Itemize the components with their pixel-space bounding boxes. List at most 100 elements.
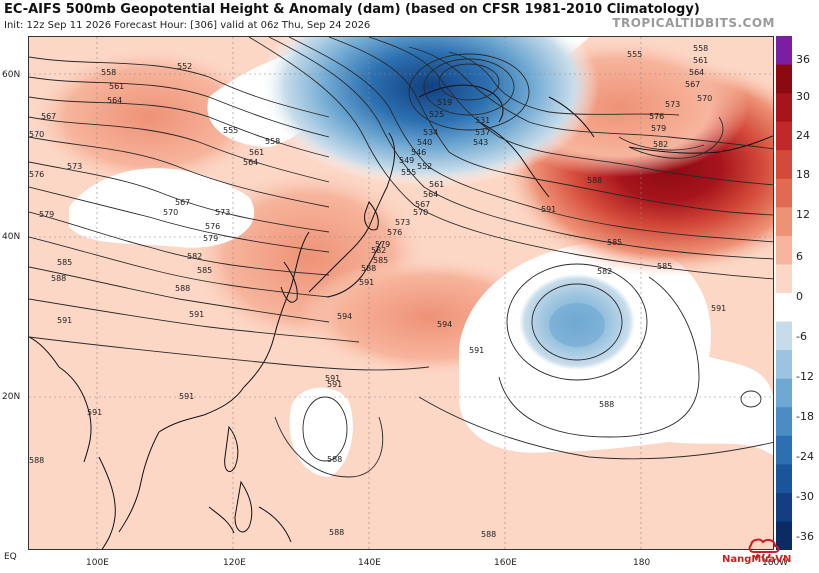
contour-label: 558 <box>101 68 116 77</box>
contour-label: 561 <box>429 180 444 189</box>
colorbar-label: 18 <box>796 168 810 181</box>
contour-label: 573 <box>67 162 82 171</box>
contour-label: 564 <box>423 190 438 199</box>
colorbar-label: -6 <box>796 330 807 343</box>
contour-label: 591 <box>325 374 340 383</box>
anomaly-map: 558 552 561 564 567 570 573 576 579 555 … <box>29 37 773 549</box>
colorbar-swatch <box>776 178 792 208</box>
colorbar-label: 6 <box>796 250 803 263</box>
contour-label: 558 <box>693 44 708 53</box>
contour-label: 525 <box>429 110 444 119</box>
contour-label: 564 <box>107 96 122 105</box>
page-title: EC-AIFS 500mb Geopotential Height & Anom… <box>4 2 700 17</box>
colorbar-swatch <box>776 293 792 323</box>
contour-label: 519 <box>437 98 452 107</box>
lon-label-100e: 100E <box>86 558 109 568</box>
anomaly-cutoff-core <box>549 303 605 347</box>
lat-label-40n: 40N <box>2 232 21 242</box>
contour-label: 537 <box>475 128 490 137</box>
colorbar-label: -30 <box>796 490 814 503</box>
contour-label: 543 <box>473 138 488 147</box>
neutral-region-china <box>69 168 255 248</box>
contour-label: 546 <box>411 148 426 157</box>
contour-label: 582 <box>371 246 386 255</box>
contour-label: 591 <box>179 392 194 401</box>
colorbar-label: 36 <box>796 53 810 66</box>
colorbar-swatch <box>776 521 792 551</box>
colorbar-swatch <box>776 350 792 380</box>
lon-label-120e: 120E <box>223 558 246 568</box>
colorbar-label: -12 <box>796 370 814 383</box>
colorbar-label: -18 <box>796 410 814 423</box>
contour-label: 579 <box>375 240 390 249</box>
contour-label: 552 <box>417 162 432 171</box>
contour-label: 552 <box>177 62 192 71</box>
contour-label: 591 <box>57 316 72 325</box>
contour-label: 579 <box>39 210 54 219</box>
colorbar-swatch <box>776 64 792 94</box>
lat-label-20n: 20N <box>2 392 21 402</box>
neutral-region-east <box>739 390 763 408</box>
contour-label: 555 <box>627 50 642 59</box>
colorbar-swatch <box>776 321 792 351</box>
contour-label: 573 <box>665 100 680 109</box>
colorbar-swatch <box>776 264 792 294</box>
contour-label: 585 <box>607 238 622 247</box>
colorbar-label: 0 <box>796 290 803 303</box>
contour-label: 558 <box>265 137 280 146</box>
contour-label: 561 <box>109 82 124 91</box>
nangmuavn-logo <box>748 538 780 559</box>
contour-label: 561 <box>249 148 264 157</box>
lat-label-60n: 60N <box>2 70 21 80</box>
contour-label: 549 <box>399 156 414 165</box>
contour-label: 594 <box>337 312 352 321</box>
contour-label: 576 <box>387 228 402 237</box>
contour-label: 588 <box>29 456 44 465</box>
contour-label: 573 <box>215 208 230 217</box>
colorbar-swatch <box>776 150 792 180</box>
colorbar-swatches <box>776 36 792 551</box>
rain-drop-icon <box>755 553 759 559</box>
contour-label: 591 <box>541 205 556 214</box>
colorbar-swatch <box>776 435 792 465</box>
colorbar-label: -36 <box>796 530 814 543</box>
contour-label: 534 <box>423 128 438 137</box>
contour-label: 591 <box>87 408 102 417</box>
colorbar-swatch <box>776 407 792 437</box>
page-subtitle: Init: 12z Sep 11 2026 Forecast Hour: [30… <box>4 20 371 31</box>
contour-label: 567 <box>175 198 190 207</box>
contour-label: 588 <box>51 274 66 283</box>
colorbar-label: 30 <box>796 90 810 103</box>
contour-label: 570 <box>697 94 712 103</box>
lon-label-160w: 160W <box>762 558 789 568</box>
contour-label: 588 <box>361 264 376 273</box>
contour-label: 582 <box>187 252 202 261</box>
height-contours <box>29 37 773 478</box>
contour-label: 540 <box>417 138 432 147</box>
colorbar-swatch <box>776 93 792 123</box>
rain-drop-icon <box>767 553 771 559</box>
contour-label: 567 <box>685 80 700 89</box>
colorbar-label: 12 <box>796 208 810 221</box>
contour-label: 561 <box>693 56 708 65</box>
contour-labels: 558 552 561 564 567 570 573 576 579 555 … <box>29 44 726 539</box>
contour-label: 591 <box>469 346 484 355</box>
contour-label: 570 <box>29 130 44 139</box>
rain-drop-icon <box>761 553 765 559</box>
contour-label: 582 <box>597 267 612 276</box>
contour-label: 591 <box>189 310 204 319</box>
colorbar <box>776 36 792 551</box>
colorbar-swatch <box>776 207 792 237</box>
contour-label: 585 <box>197 266 212 275</box>
contour-label: 579 <box>203 234 218 243</box>
contour-label: 585 <box>657 262 672 271</box>
graticule <box>29 37 773 549</box>
neutral-region-philippine-sea <box>289 387 353 477</box>
contour-label: 567 <box>41 112 56 121</box>
lon-label-140e: 140E <box>358 558 381 568</box>
contour-label: 588 <box>327 455 342 464</box>
contour-label: 570 <box>413 208 428 217</box>
contour-label: 555 <box>401 168 416 177</box>
contour-label: 564 <box>243 158 258 167</box>
contour-label: 591 <box>359 278 374 287</box>
